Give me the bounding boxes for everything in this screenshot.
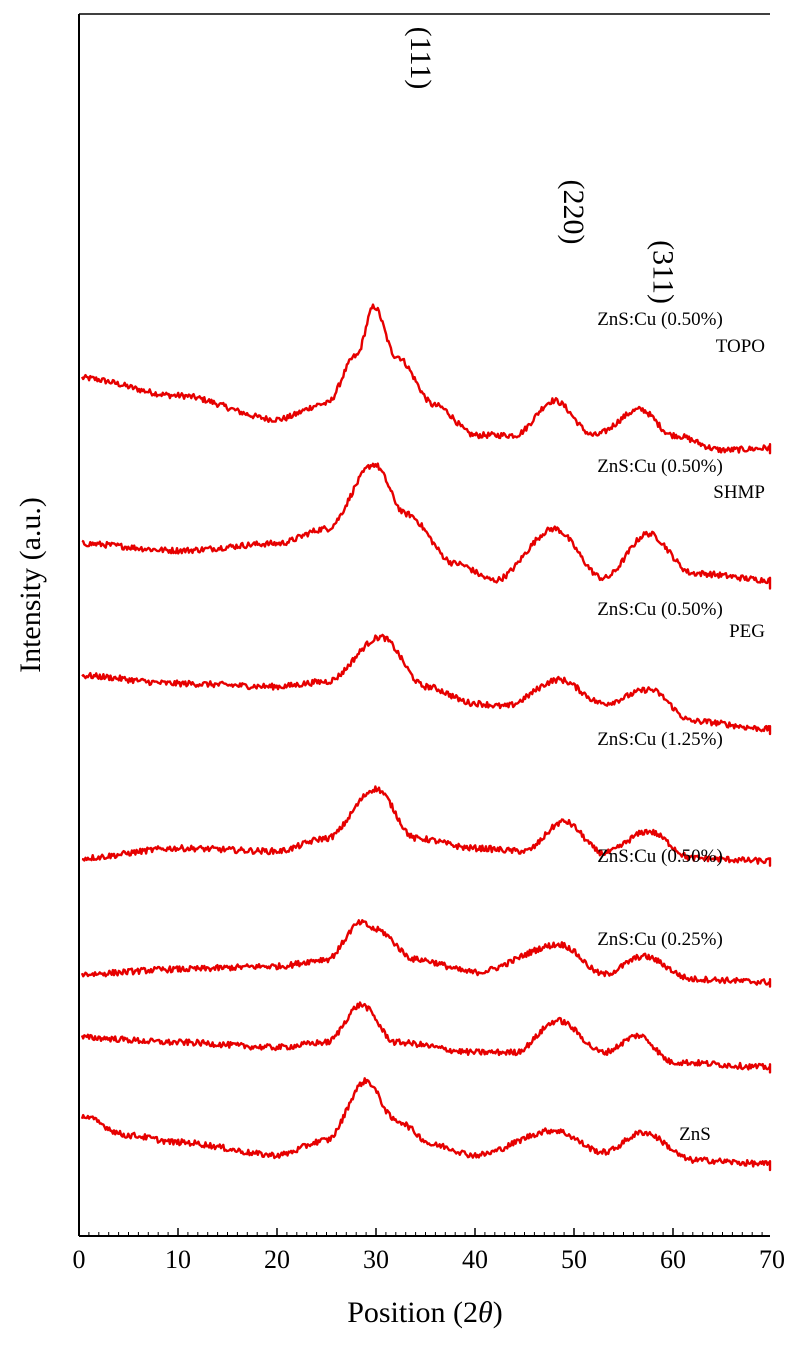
x-tick-label: 40 xyxy=(462,1245,488,1274)
x-tick-label: 50 xyxy=(561,1245,587,1274)
x-axis-title-symbol: θ xyxy=(478,1296,493,1329)
trace-sublabel: TOPO xyxy=(716,336,765,357)
trace-line xyxy=(81,633,772,736)
trace-line xyxy=(81,462,772,590)
x-axis-title-prefix: Position (2 xyxy=(347,1296,478,1329)
trace-sublabel: SHMP xyxy=(713,482,765,503)
trace-label: ZnS:Cu (0.50%) xyxy=(597,309,723,330)
y-axis-title: Intensity (a.u.) xyxy=(14,497,47,673)
x-tick-label: 10 xyxy=(165,1245,191,1274)
trace-label: ZnS xyxy=(679,1124,711,1145)
peak-label: (220) xyxy=(557,180,590,245)
x-tick-label: 60 xyxy=(660,1245,686,1274)
x-tick-label: 20 xyxy=(264,1245,290,1274)
trace-label: ZnS:Cu (0.50%) xyxy=(597,846,723,867)
trace-label: ZnS:Cu (0.25%) xyxy=(597,929,723,950)
x-tick-label: 70 xyxy=(759,1245,785,1274)
trace-labels: ZnS:Cu (0.50%) TOPO ZnS:Cu (0.50%) SHMP ZnS:… xyxy=(597,309,765,1145)
peak-labels: (111) (220) (311) xyxy=(404,27,680,304)
plot-frame xyxy=(78,13,770,1237)
peak-label: (111) xyxy=(404,27,437,90)
trace-line xyxy=(80,919,772,988)
trace-sublabel: PEG xyxy=(729,621,765,642)
trace-label: ZnS:Cu (0.50%) xyxy=(597,456,723,477)
x-minor-ticks xyxy=(78,1228,763,1236)
trace-line xyxy=(80,1077,772,1172)
trace-line xyxy=(81,785,772,867)
trace-line xyxy=(80,303,772,455)
peak-label: (311) xyxy=(646,240,679,304)
trace-line xyxy=(80,1001,772,1074)
trace-label: ZnS:Cu (1.25%) xyxy=(597,729,723,750)
trace-label: ZnS:Cu (0.50%) xyxy=(597,599,723,620)
x-tick-label: 30 xyxy=(363,1245,389,1274)
x-axis-title: Position (2θ) xyxy=(347,1296,503,1329)
xrd-traces xyxy=(80,303,772,1172)
x-tick-label: 0 xyxy=(73,1245,86,1274)
x-tick-labels: 0 10 20 30 40 50 60 70 xyxy=(73,1245,786,1274)
x-axis-title-suffix: ) xyxy=(493,1296,503,1329)
